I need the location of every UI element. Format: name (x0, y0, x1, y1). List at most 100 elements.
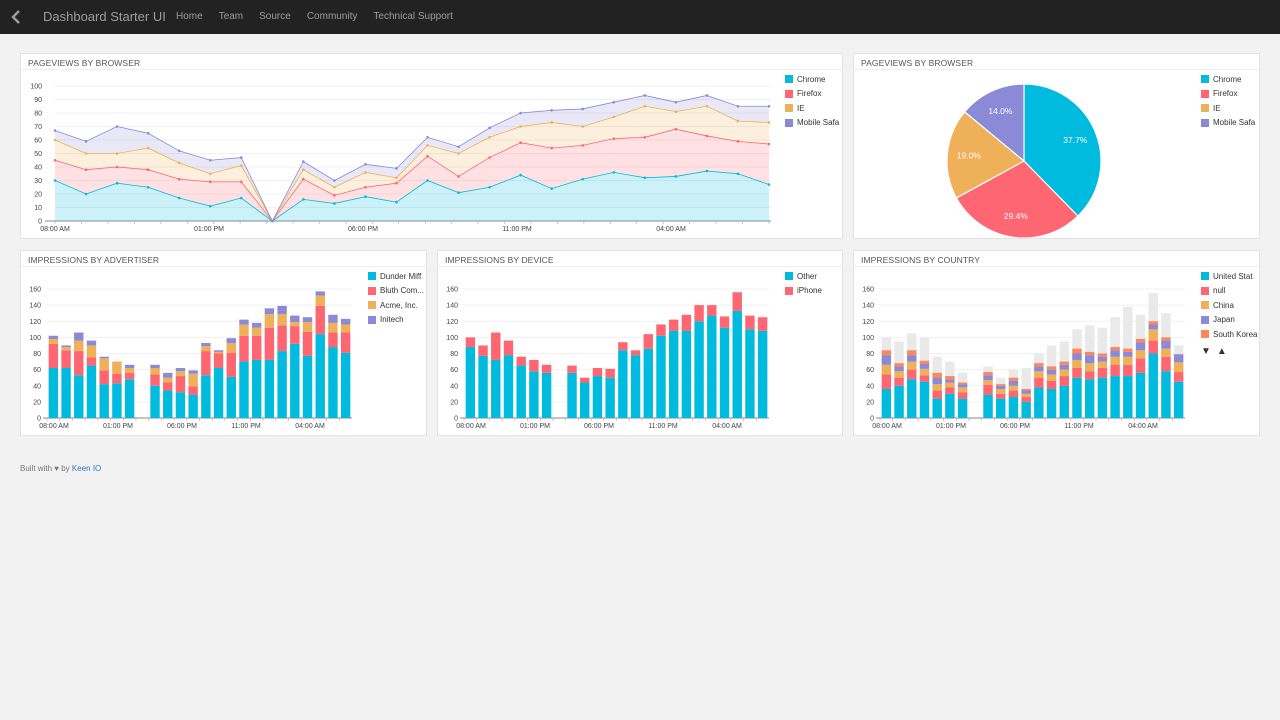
data-point (426, 154, 429, 158)
x-tick-label: 04:00 AM (656, 226, 686, 233)
bar-segment (1161, 356, 1171, 372)
data-point (457, 175, 460, 178)
keen-io-link[interactable]: Keen IO (71, 464, 102, 473)
legend-item[interactable]: iPhone (785, 284, 822, 299)
legend-swatch (1201, 118, 1209, 127)
legend-item[interactable]: IE (785, 101, 839, 116)
data-point (426, 179, 429, 182)
data-point (177, 161, 181, 165)
legend-item[interactable]: Bluth Com... (368, 284, 424, 299)
data-point (612, 100, 616, 104)
bar-segment (580, 382, 590, 418)
legend-item[interactable]: null (1201, 284, 1257, 299)
legend-item[interactable]: IE (1201, 101, 1255, 116)
bar-segment (86, 365, 97, 418)
bar-segment (465, 347, 476, 418)
pie-slice (1023, 83, 1102, 217)
legend-label: Other (797, 271, 818, 281)
legend-item[interactable]: South Korea (1201, 327, 1257, 342)
bar-segment (656, 335, 666, 418)
data-point (550, 121, 553, 124)
data-point (612, 171, 616, 174)
legend-page-up-icon[interactable]: ▲ (1216, 345, 1227, 357)
back-arrow-icon[interactable] (8, 8, 26, 26)
data-point (208, 180, 212, 184)
x-tick-label: 11:00 PM (231, 423, 261, 430)
legend-item[interactable]: Japan (1201, 313, 1257, 328)
y-tick-label: 30 (34, 178, 42, 185)
legend-item[interactable]: Dunder Miff (368, 269, 424, 284)
legend-label: Chrome (1213, 74, 1242, 84)
bar-segment (124, 379, 135, 418)
bar-segment (907, 369, 917, 380)
panel-divider (438, 266, 842, 267)
data-point (612, 115, 616, 119)
bar-segment (719, 316, 730, 328)
data-point (53, 179, 57, 182)
bar-segment (239, 361, 249, 418)
bar-segment (315, 295, 325, 306)
data-point (333, 185, 336, 189)
bar-segment (630, 355, 641, 418)
legend-item[interactable]: Chrome (1201, 72, 1255, 87)
nav-link-home[interactable]: Home (176, 11, 203, 22)
nav-link-team[interactable]: Team (218, 11, 244, 22)
legend-item[interactable]: Chrome (785, 72, 839, 87)
legend-swatch (368, 315, 376, 324)
legend-item[interactable]: Mobile Safa (785, 116, 839, 131)
bar-segment (99, 370, 109, 385)
pie-slice (955, 160, 1079, 238)
y-tick-label: 60 (866, 367, 874, 374)
panel-divider (21, 69, 842, 70)
legend-item[interactable]: Other (785, 269, 822, 284)
footer-prefix: Built with (20, 464, 53, 473)
legend-item[interactable]: China (1201, 298, 1257, 313)
bar-segment (213, 350, 224, 352)
data-point (177, 149, 181, 153)
nav-link-technical-support[interactable]: Technical Support (373, 11, 453, 22)
bar-segment (264, 308, 275, 314)
data-point (208, 158, 212, 162)
bar-segment (957, 384, 968, 388)
y-tick-label: 160 (29, 287, 41, 294)
legend-item[interactable]: Firefox (1201, 87, 1255, 102)
legend-swatch (368, 272, 376, 281)
bar-segment (74, 340, 84, 352)
data-point (550, 187, 553, 190)
data-point (333, 179, 336, 182)
area-fill-3 (55, 95, 769, 221)
legend-item[interactable]: Acme, Inc. (368, 298, 424, 313)
bar-segment (302, 355, 313, 418)
bar-segment (1110, 376, 1120, 418)
bar-segment (983, 384, 993, 395)
bar-segment (1008, 380, 1019, 386)
y-tick-label: 100 (446, 335, 458, 342)
legend-item[interactable]: Firefox (785, 87, 839, 102)
bar-segment (1021, 397, 1031, 402)
data-point (581, 177, 585, 181)
legend-page-down-icon[interactable]: ▼ (1201, 345, 1211, 357)
x-tick-label: 08:00 AM (456, 423, 486, 430)
bar-segment (239, 319, 249, 325)
legend-item[interactable]: United Stat (1201, 269, 1257, 284)
bar-segment (1034, 371, 1044, 378)
bar-segment (328, 332, 338, 348)
data-point (519, 125, 522, 128)
legend-item[interactable]: Initech (368, 313, 424, 328)
y-tick-label: 40 (34, 165, 42, 172)
y-tick-label: 120 (29, 319, 41, 326)
data-point (705, 169, 709, 173)
nav-link-source[interactable]: Source (259, 11, 291, 22)
nav-link-community[interactable]: Community (306, 11, 358, 22)
bar-segment (213, 368, 224, 418)
bar-segment (112, 373, 122, 384)
bar-segment (1161, 371, 1171, 418)
bar-segment (1008, 377, 1019, 381)
brand-title[interactable]: Dashboard Starter UI (43, 9, 166, 24)
bar-segment (48, 368, 59, 418)
bar-segment (226, 376, 236, 418)
x-tick-label: 11:00 PM (648, 423, 678, 430)
area-fill-0 (55, 171, 769, 221)
legend-item[interactable]: Mobile Safa (1201, 116, 1255, 131)
x-tick-label: 08:00 AM (39, 423, 69, 430)
